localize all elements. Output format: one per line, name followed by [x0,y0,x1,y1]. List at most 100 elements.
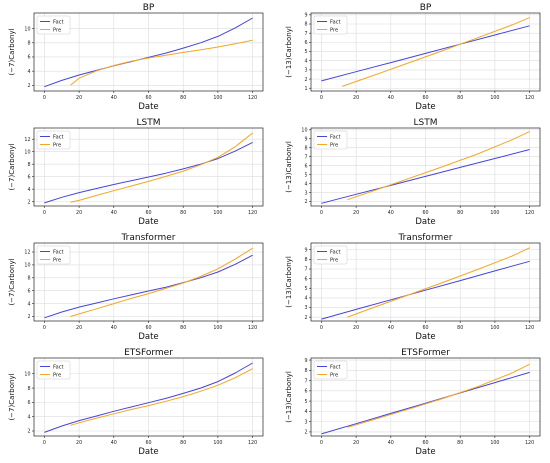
subplot-title: ETSFormer [124,348,173,358]
y-tick-label: 6 [304,163,307,169]
y-axis-label: (−7)Carbonyl [8,143,16,190]
series-line-fact [321,25,530,82]
x-tick-label: 0 [43,325,46,331]
y-axis-label: (−13)Carbonyl [285,256,293,308]
x-tick-label: 60 [145,210,151,216]
y-axis-label: (−13)Carbonyl [285,26,293,78]
y-tick-label: 9 [304,136,307,142]
y-tick-label: 4 [304,296,307,302]
series-line-pre [70,39,253,86]
legend-label: Fact [330,19,341,25]
x-tick-label: 40 [111,210,117,216]
legend-label: Fact [53,249,64,255]
x-tick-label: 20 [353,440,359,446]
series-line-fact [44,362,253,433]
legend-label: Pre [53,372,61,378]
grid-lines [311,243,540,321]
subplot-8: 0 20 40 60 80 100 120 2 3 4 5 6 7 8 9 ETSFormer Date (−13… [285,348,541,457]
legend: Fact Pre [36,15,71,35]
subplot-7: 0 20 40 60 80 100 120 2 4 6 8 10 ETSFormer Date (−7)Ca… [8,348,264,457]
x-tick-label: 100 [213,95,222,101]
y-tick-label: 6 [27,174,30,180]
y-tick-label: 4 [304,181,307,187]
subplot-5: 0 20 40 60 80 100 120 2 4 6 8 10 12 Transformer Date (−… [8,233,264,342]
y-tick-label: 1 [304,86,307,92]
x-tick-label: 100 [490,440,499,446]
x-tick-label: 80 [180,210,186,216]
y-tick-label: 7 [304,267,307,273]
x-tick-label: 120 [525,210,534,216]
y-tick-label: 3 [304,305,307,311]
y-tick-label: 6 [27,400,30,406]
x-tick-label: 100 [490,325,499,331]
x-tick-label: 40 [388,325,394,331]
y-tick-label: 5 [304,172,307,178]
x-tick-label: 120 [525,325,534,331]
subplot-title: BP [143,3,155,13]
legend-label: Pre [330,142,338,148]
x-tick-label: 120 [248,325,257,331]
x-tick-label: 20 [76,210,82,216]
series-line-pre [70,368,253,426]
y-tick-label: 2 [27,429,30,435]
y-tick-label: 6 [304,389,307,395]
x-tick-label: 60 [422,95,428,101]
x-axis-label: Date [415,332,435,342]
series-line-fact [44,141,253,204]
y-tick-label: 3 [304,419,307,425]
y-tick-label: 4 [304,409,307,415]
y-tick-label: 8 [27,40,30,46]
legend-label: Fact [330,364,341,370]
y-tick-label: 2 [304,77,307,83]
x-axis-label: Date [415,102,435,112]
x-tick-label: 20 [76,325,82,331]
legend-label: Pre [330,372,338,378]
x-tick-label: 40 [388,440,394,446]
x-tick-label: 20 [76,440,82,446]
x-axis-label: Date [138,447,158,457]
y-tick-label: 8 [304,368,307,374]
x-tick-label: 40 [111,325,117,331]
y-tick-label: 2 [27,314,30,320]
series-line-pre [70,247,253,317]
x-tick-label: 40 [111,95,117,101]
subplot-1: 0 20 40 60 80 100 120 2 4 6 8 10 BP Date (−7)Carbonyl F… [8,3,264,112]
x-tick-label: 100 [213,210,222,216]
x-tick-label: 60 [145,325,151,331]
x-tick-label: 0 [320,440,323,446]
subplot-title: LSTM [414,118,438,128]
y-tick-label: 6 [27,55,30,61]
subplot-2: 0 20 40 60 80 100 120 1 2 3 4 5 6 7 8 9 BP Date (−13)Carbo… [285,3,541,112]
y-tick-label: 3 [304,68,307,74]
x-tick-label: 60 [422,440,428,446]
subplot-6: 0 20 40 60 80 100 120 2 3 4 5 6 7 8 9 Transformer Date (−… [285,233,541,342]
x-tick-label: 60 [422,325,428,331]
series-line-pre [347,247,530,318]
x-axis-label: Date [138,102,158,112]
legend: Fact Pre [36,245,71,265]
y-tick-label: 6 [27,288,30,294]
series-line-pre [347,363,530,428]
legend-label: Pre [330,27,338,33]
legend-label: Fact [330,134,341,140]
legend-label: Fact [53,19,64,25]
x-tick-label: 0 [43,440,46,446]
x-axis-label: Date [415,447,435,457]
series-line-fact [321,260,530,320]
x-tick-label: 0 [43,210,46,216]
y-axis-label: (−13)Carbonyl [285,141,293,193]
x-tick-label: 80 [180,325,186,331]
y-tick-label: 10 [301,127,307,133]
x-tick-label: 120 [248,95,257,101]
y-tick-label: 9 [304,13,307,19]
y-tick-label: 3 [304,190,307,196]
x-tick-label: 60 [145,440,151,446]
x-tick-label: 40 [111,440,117,446]
y-tick-label: 9 [304,358,307,364]
x-tick-label: 60 [145,95,151,101]
subplot-title: Transformer [120,233,175,243]
y-tick-label: 6 [304,276,307,282]
x-tick-label: 40 [388,210,394,216]
y-tick-label: 8 [27,386,30,392]
